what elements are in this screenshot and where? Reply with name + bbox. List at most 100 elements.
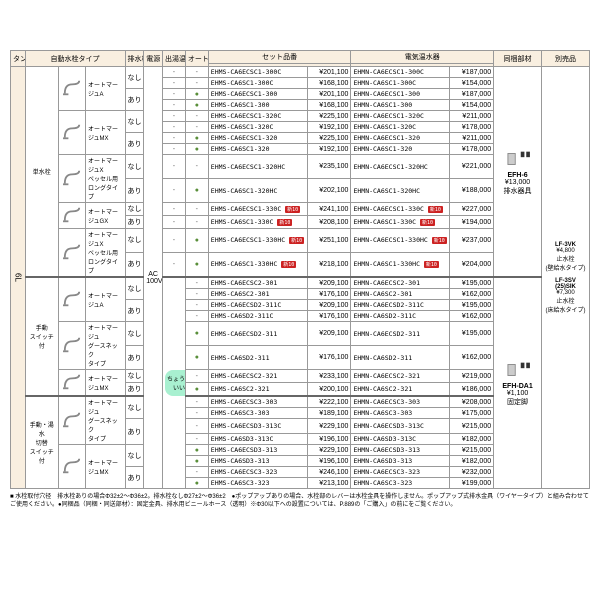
heater-price: ¥199,000 <box>450 478 494 489</box>
set-code: EHMS-CA6SC1-300C <box>208 78 307 89</box>
set-code: EHMS-CA6SC1-320C <box>208 122 307 133</box>
set-price: ¥202,100 <box>307 179 351 203</box>
faucet-name: オートマージュMX <box>85 370 125 397</box>
faucet-icon <box>58 370 85 397</box>
timer-cell: - <box>185 122 208 133</box>
heater-price: ¥237,000 <box>450 229 494 253</box>
heater-price: ¥219,000 <box>450 370 494 383</box>
set-price: ¥176,100 <box>307 346 351 370</box>
timer-cell <box>185 252 208 277</box>
timer-cell: - <box>185 203 208 216</box>
hdr-temp: 出湯温度タイプ <box>162 51 185 67</box>
set-code: EHMS-CA6ECSC2-321 <box>208 370 307 383</box>
set-price: ¥189,100 <box>307 408 351 419</box>
set-code: EHMS-CA6ECSC1-320 <box>208 133 307 144</box>
heater-price: ¥195,000 <box>450 322 494 346</box>
set-price: ¥225,100 <box>307 133 351 144</box>
set-code: EHMS-CA6SC2-301 <box>208 289 307 300</box>
timer-cell: - <box>185 370 208 383</box>
hdr-power: 電源 <box>144 51 163 67</box>
timer-cell <box>185 346 208 370</box>
set-price: ¥201,100 <box>307 89 351 100</box>
set-price: ¥218,100 <box>307 252 351 277</box>
drain-type: なし <box>125 229 144 253</box>
heater-price: ¥221,000 <box>450 155 494 179</box>
faucet-name: オートマージュXベッセル用ロングタイプ <box>85 155 125 203</box>
drain-type: あり <box>125 89 144 111</box>
timer-cell: - <box>185 434 208 445</box>
drain-type: なし <box>125 277 144 300</box>
timer-cell <box>185 322 208 346</box>
timer-cell <box>185 456 208 467</box>
timer-cell: - <box>185 111 208 122</box>
set-price: ¥251,100 <box>307 229 351 253</box>
set-code: EHMS-CA6SD3-313 <box>208 456 307 467</box>
heater-code: EHMN-CA6SC1-300 <box>351 100 450 111</box>
tank-capacity: 6L <box>11 67 26 489</box>
set-code: EHMS-CA6ECSC1-300 <box>208 89 307 100</box>
heater-price: ¥178,000 <box>450 144 494 155</box>
faucet-name: オートマージュA <box>85 277 125 322</box>
set-price: ¥209,100 <box>307 277 351 289</box>
set-price: ¥229,100 <box>307 419 351 434</box>
set-code: EHMS-CA6ECSC1-330HC 新10 <box>208 229 307 253</box>
heater-code: EHMN-CA6ECSC3-323 <box>351 467 450 478</box>
set-code: EHMS-CA6ECSD3-313C <box>208 419 307 434</box>
set-price: ¥222,100 <box>307 396 351 408</box>
product-spec-table: タンク容量 自動水栓タイプ 排水栓 電源 出湯温度タイプ オートウィークリータイ… <box>10 50 590 489</box>
faucet-group: 手動・湯水切替スイッチ付 <box>25 396 58 489</box>
heater-code: EHMN-CA6SC1-320 <box>351 144 450 155</box>
set-price: ¥176,100 <box>307 289 351 300</box>
drain-type: なし <box>125 445 144 467</box>
hdr-drain: 排水栓 <box>125 51 144 67</box>
faucet-name: オートマージュグースネックタイプ <box>85 322 125 370</box>
heater-code: EHMN-CA6SD3-313C <box>351 434 450 445</box>
drain-type: なし <box>125 370 144 383</box>
drain-type: あり <box>125 467 144 489</box>
set-code: EHMS-CA6SC1-320 <box>208 144 307 155</box>
temp-type-cell: - <box>162 78 185 89</box>
heater-code: EHMN-CA6SC2-301 <box>351 289 450 300</box>
temp-type-cell: - <box>162 203 185 216</box>
heater-code: EHMN-CA6ECSD3-313C <box>351 419 450 434</box>
faucet-icon <box>58 203 85 229</box>
heater-price: ¥188,000 <box>450 179 494 203</box>
heater-price: ¥178,000 <box>450 122 494 133</box>
heater-code: EHMN-CA6SC3-323 <box>351 478 450 489</box>
bundle-part: EFH-6¥13,000排水器具 <box>494 67 542 278</box>
temp-type-cell: - <box>162 67 185 78</box>
set-code: EHMS-CA6ECSC1-320C <box>208 111 307 122</box>
heater-code: EHMN-CA6ECSC1-330C 新10 <box>351 203 450 216</box>
set-code: EHMS-CA6SC2-321 <box>208 383 307 397</box>
timer-cell: - <box>185 467 208 478</box>
drain-type: なし <box>125 203 144 216</box>
set-code: EHMS-CA6ECSC1-300C <box>208 67 307 78</box>
drain-type: あり <box>125 300 144 322</box>
set-code: EHMS-CA6ECSD2-311C <box>208 300 307 311</box>
heater-code: EHMN-CA6ECSC1-300C <box>351 67 450 78</box>
timer-cell <box>185 89 208 100</box>
timer-cell <box>185 100 208 111</box>
temp-type-cell: - <box>162 111 185 122</box>
heater-code: EHMN-CA6ECSD2-311 <box>351 322 450 346</box>
timer-cell <box>185 229 208 253</box>
heater-code: EHMN-CA6ECSC1-300 <box>351 89 450 100</box>
heater-code: EHMN-CA6ECSC2-321 <box>351 370 450 383</box>
temp-type-cell: - <box>162 179 185 203</box>
temp-type-cell: ちょうゆいい <box>162 277 185 489</box>
heater-price: ¥211,000 <box>450 111 494 122</box>
faucet-icon <box>58 322 85 370</box>
timer-cell <box>185 144 208 155</box>
timer-cell: - <box>185 277 208 289</box>
timer-cell: - <box>185 289 208 300</box>
heater-code: EHMN-CA6SC2-321 <box>351 383 450 397</box>
heater-price: ¥175,000 <box>450 408 494 419</box>
table-row: 手動スイッチ付オートマージュAなしちょうゆいい-EHMS-CA6ECSC2-30… <box>11 277 590 289</box>
heater-code: EHMN-CA6SD3-313 <box>351 456 450 467</box>
temp-type-cell: - <box>162 144 185 155</box>
faucet-icon <box>58 396 85 445</box>
heater-code: EHMN-CA6SD2-311C <box>351 311 450 322</box>
set-code: EHMS-CA6ECSC3-323 <box>208 467 307 478</box>
set-price: ¥229,100 <box>307 445 351 456</box>
set-price: ¥209,100 <box>307 300 351 311</box>
